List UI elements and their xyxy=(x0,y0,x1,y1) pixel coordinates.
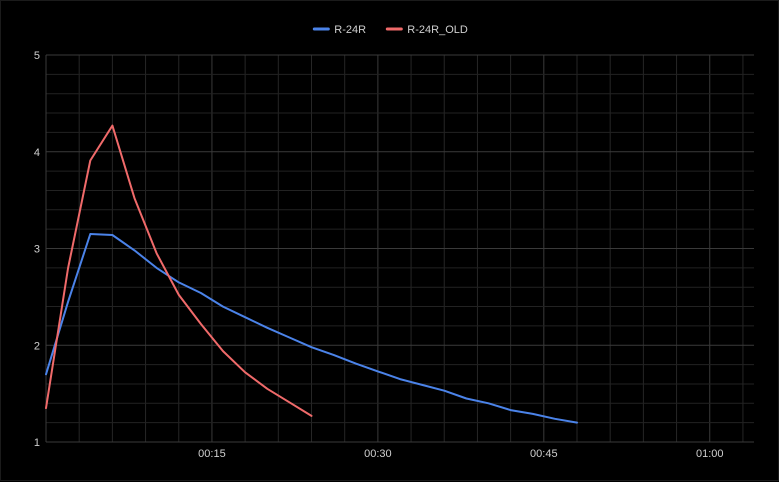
series-line-r-24r-old xyxy=(45,124,313,417)
legend-item-r-24r-old[interactable]: R-24R_OLD xyxy=(385,24,468,36)
x-tick-label: 00:15 xyxy=(198,448,226,460)
x-tick-label: 00:30 xyxy=(364,448,392,460)
series-lines xyxy=(45,124,578,424)
legend-item-r-24r[interactable]: R-24R xyxy=(312,24,366,36)
y-tick-label: 5 xyxy=(34,50,40,62)
y-tick-label: 2 xyxy=(34,340,40,352)
grid xyxy=(46,54,754,443)
y-tick-label: 4 xyxy=(34,147,40,159)
legend-label: R-24R xyxy=(334,24,366,36)
x-tick-label: 00:45 xyxy=(530,448,558,460)
x-tick-label: 01:00 xyxy=(696,448,724,460)
y-tick-label: 3 xyxy=(34,244,40,256)
y-tick-label: 1 xyxy=(34,437,40,449)
legend: R-24R R-24R_OLD xyxy=(312,24,468,36)
series-line-r-24r xyxy=(45,233,578,424)
axes: 1 2 3 4 5 00:15 00:30 00:45 01:00 xyxy=(34,50,754,460)
legend-label: R-24R_OLD xyxy=(407,24,468,36)
